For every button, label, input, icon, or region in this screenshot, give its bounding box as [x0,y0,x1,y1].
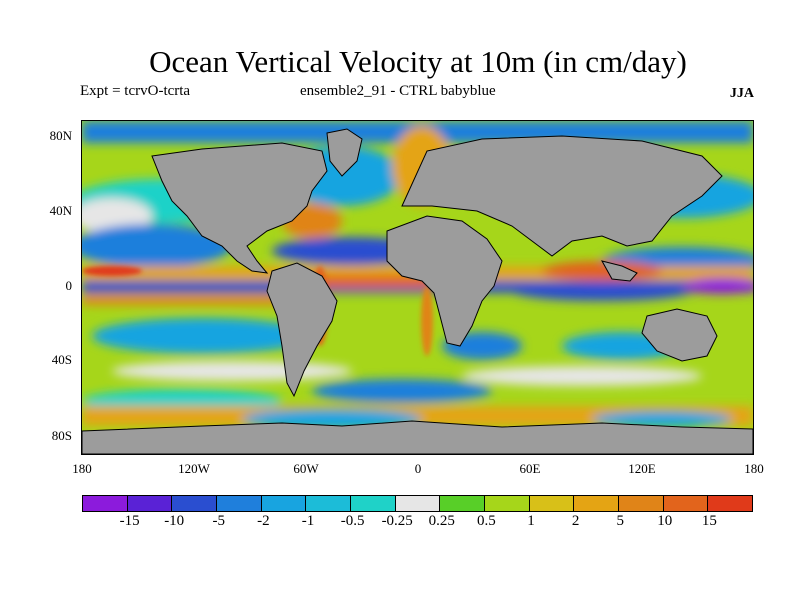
lat-label-40s: 40S [51,352,72,367]
antarctica [82,420,753,454]
colorbar-labels: -15 -10 -5 -2 -1 -0.5 -0.25 0.25 0.5 1 2 5 10 15 [0,513,800,533]
colorbar-label: 5 [616,513,624,529]
lon-label-180e: 180 [744,461,764,476]
greenland [326,128,363,177]
lon-label-0: 0 [414,461,422,476]
africa [386,215,503,347]
velocity-map [81,120,754,455]
colorbar-label: -1 [301,513,315,529]
colorbar-label: -0.5 [340,513,365,529]
colorbar-swatch [663,496,709,511]
colorbar-swatch [217,496,262,511]
south-america [266,262,338,398]
colorbar-label: -0.25 [381,513,413,529]
colorbar-label: -2 [257,513,270,529]
lat-label-80n: 80N [49,128,72,143]
land [82,128,753,454]
colorbar-swatch [172,496,218,511]
colorbar-label: -15 [119,513,140,529]
colorbar-label: -10 [164,513,185,529]
lat-label-80s: 80S [51,428,72,443]
colorbar-label: 1 [527,513,535,529]
map-title: Ocean Vertical Velocity at 10m (in cm/da… [149,44,687,79]
colorbar-label: 0.25 [428,513,455,529]
lon-label-60e: 60E [519,461,541,476]
colorbar-swatch [619,496,664,511]
lat-label-0: 0 [65,278,73,293]
ensemble-label: ensemble2_91 - CTRL babyblue [300,83,496,99]
colorbar-swatch [574,496,620,511]
colorbar-swatch [485,496,530,511]
map-svg [82,121,753,454]
colorbar-label: 2 [571,513,580,529]
colorbar-swatch [306,496,352,511]
colorbar-swatch [127,496,173,511]
colorbar-swatch [261,496,307,511]
colorbar [82,495,753,512]
colorbar-label: 0.5 [477,513,496,529]
lat-label-40n: 40N [49,203,72,218]
lon-label-120w: 120W [178,461,210,476]
experiment-label: Expt = tcrvO-tcrta [80,83,191,99]
colorbar-swatch [440,496,486,511]
north-america [151,142,328,274]
australia [641,308,718,362]
colorbar-swatch [83,496,128,511]
lon-label-180w: 180 [72,461,92,476]
colorbar-swatch [395,496,441,511]
colorbar-label: 15 [701,513,717,529]
maritime-continent [601,260,638,282]
colorbar-label: 10 [657,513,673,529]
colorbar-label: -5 [212,513,226,529]
colorbar-swatch [708,496,753,511]
colorbar-swatch [529,496,575,511]
colorbar-swatch [351,496,396,511]
lon-label-60w: 60W [293,461,319,476]
lon-label-120e: 120E [628,461,656,476]
eurasia [401,135,723,257]
season-label: JJA [729,86,754,101]
